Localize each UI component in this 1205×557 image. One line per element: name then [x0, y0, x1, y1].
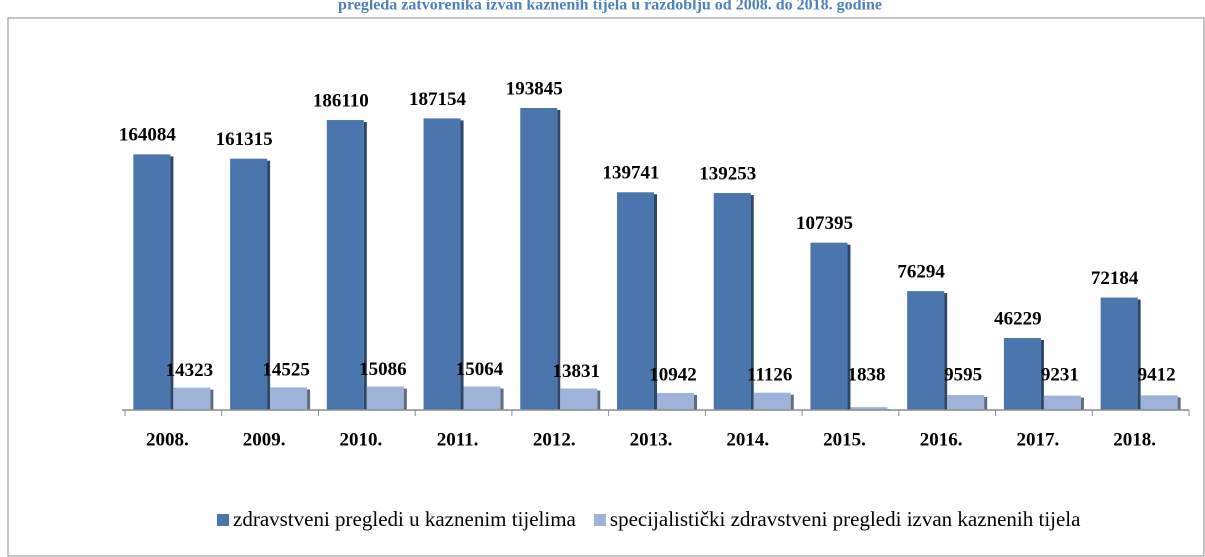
bar: [520, 107, 561, 410]
x-tick-label: 2016.: [920, 429, 963, 450]
x-tick-label: 2015.: [823, 429, 866, 450]
x-tick-label: 2012.: [533, 429, 576, 450]
x-tick-label: 2008.: [146, 429, 189, 450]
bar: [423, 118, 464, 411]
bar: [366, 386, 407, 410]
bar: [713, 193, 754, 410]
bar: [230, 158, 271, 410]
data-label: 9412: [1138, 364, 1176, 385]
data-label: 13831: [553, 361, 601, 382]
legend-swatch: [217, 514, 229, 526]
data-label: 139741: [603, 163, 660, 184]
x-tick-label: 2011.: [437, 429, 479, 450]
bar: [617, 192, 657, 410]
data-label: 76294: [897, 261, 945, 282]
data-label: 14525: [262, 360, 310, 381]
data-label: 1838: [847, 364, 885, 385]
bar: [810, 242, 851, 410]
data-label: 107395: [796, 213, 853, 234]
bar: [1003, 337, 1044, 410]
bar: [657, 392, 697, 410]
data-label: 187154: [409, 89, 467, 110]
legend-label: zdravstveni pregledi u kaznenim tijelima: [233, 507, 577, 531]
data-label: 14323: [166, 360, 214, 381]
data-label: 139253: [699, 163, 756, 184]
data-label: 193845: [506, 78, 563, 99]
bar: [326, 120, 367, 410]
x-tick-label: 2014.: [726, 429, 769, 450]
bar: [907, 291, 948, 410]
data-label: 11126: [747, 364, 792, 385]
x-tick-label: 2013.: [630, 429, 673, 450]
data-label: 9231: [1041, 364, 1079, 385]
bar: [463, 386, 504, 410]
bar: [1100, 297, 1141, 410]
bar: [753, 392, 794, 410]
x-tick-label: 2017.: [1017, 429, 1060, 450]
x-tick-label: 2009.: [243, 429, 286, 450]
data-label: 10942: [649, 364, 697, 385]
data-label: 46229: [994, 308, 1042, 329]
data-label: 164084: [119, 125, 177, 146]
bar: [1140, 395, 1181, 410]
chart-title: pregleda zatvorenika izvan kaznenih tije…: [338, 0, 882, 14]
bar: [560, 388, 601, 410]
legend-swatch: [593, 514, 606, 526]
bar: [270, 387, 311, 410]
bar: [947, 395, 988, 410]
x-tick-label: 2018.: [1113, 429, 1156, 450]
data-label: 161315: [216, 129, 273, 150]
chart-border: [7, 17, 1205, 557]
bar: [1043, 395, 1084, 410]
legend-label: specijalistički zdravstveni pregledi izv…: [610, 507, 1081, 531]
data-label: 15086: [359, 359, 407, 380]
data-label: 9595: [944, 364, 982, 385]
data-label: 15064: [456, 359, 504, 380]
bar: [133, 154, 174, 410]
bar: [173, 387, 214, 410]
data-label: 186110: [313, 90, 369, 111]
x-tick-label: 2010.: [339, 429, 382, 450]
data-label: 72184: [1091, 268, 1139, 289]
